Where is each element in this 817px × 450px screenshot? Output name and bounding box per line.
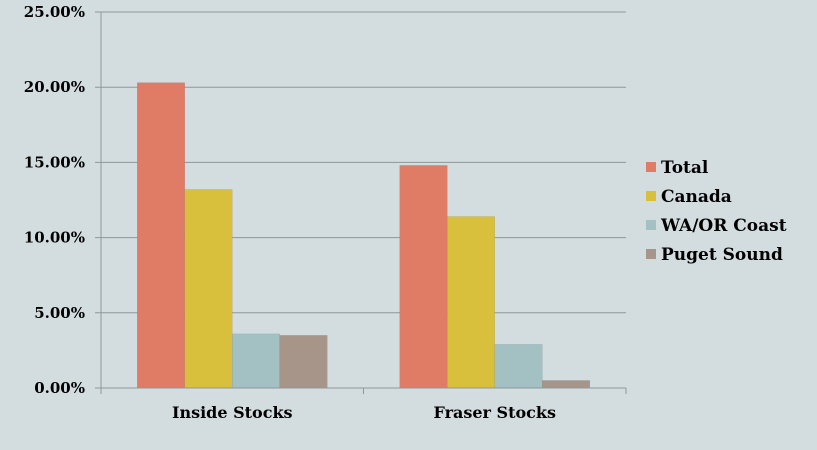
bar-total-0 xyxy=(137,82,185,389)
y-tick-label: 20.00% xyxy=(24,78,85,96)
bar-canada-0 xyxy=(184,189,233,389)
legend-swatch xyxy=(646,191,656,201)
legend-swatch xyxy=(646,162,656,172)
legend: Total Canada WA/OR Coast Puget Sound xyxy=(646,158,787,265)
legend-label: Canada xyxy=(661,187,732,207)
bar-puget-sound-0 xyxy=(279,335,328,389)
axes xyxy=(100,12,627,394)
legend-swatch xyxy=(646,220,656,230)
y-tick-label: 0.00% xyxy=(34,379,85,397)
bar-canada-1 xyxy=(447,216,495,389)
bar-wa-or-coast-1 xyxy=(494,344,543,389)
y-tick-label: 25.00% xyxy=(24,3,85,21)
bar-puget-sound-1 xyxy=(542,380,590,389)
x-category-label: Fraser Stocks xyxy=(433,403,556,422)
legend-label: Puget Sound xyxy=(661,245,783,265)
bars xyxy=(137,82,590,389)
bar-wa-or-coast-0 xyxy=(232,333,280,389)
legend-label: WA/OR Coast xyxy=(660,216,787,236)
bar-total-1 xyxy=(399,165,448,389)
y-axis-tick-labels: 0.00% 5.00% 10.00% 15.00% 20.00% 25.00% xyxy=(24,3,85,397)
x-axis-category-labels: Inside Stocks Fraser Stocks xyxy=(172,403,556,422)
y-tick-label: 10.00% xyxy=(24,229,85,247)
y-tick-label: 5.00% xyxy=(34,304,85,322)
legend-label: Total xyxy=(661,158,709,178)
y-tick-label: 15.00% xyxy=(24,153,85,171)
legend-swatch xyxy=(646,249,656,259)
x-category-label: Inside Stocks xyxy=(172,403,293,422)
